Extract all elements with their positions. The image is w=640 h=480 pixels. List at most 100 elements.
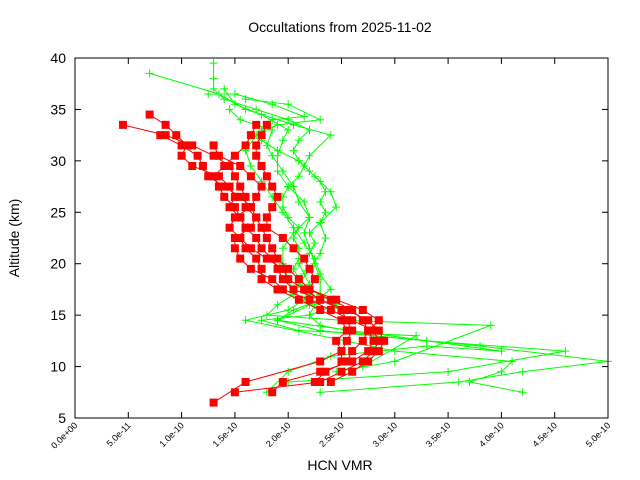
data-point-plus: [294, 136, 303, 145]
y-tick-label: 5: [58, 410, 66, 426]
data-point-plus: [278, 244, 287, 253]
data-point-square: [342, 306, 351, 314]
series-red-3: [209, 120, 389, 386]
series-green-7: [145, 69, 527, 397]
y-tick-label: 30: [50, 153, 66, 169]
data-point-square: [262, 172, 271, 181]
data-point-square: [230, 151, 239, 160]
data-point-plus: [305, 213, 314, 222]
data-point-square: [326, 378, 335, 386]
data-point-square: [182, 141, 191, 150]
data-point-square: [193, 151, 202, 160]
data-point-square: [230, 172, 239, 181]
data-point-square: [161, 131, 170, 140]
data-point-plus: [268, 100, 277, 109]
data-point-square: [246, 131, 255, 140]
data-point-plus: [294, 198, 303, 206]
data-point-square: [236, 192, 245, 201]
data-point-plus: [486, 321, 495, 330]
data-point-plus: [321, 234, 330, 242]
x-tick-label: 2.5e-10: [317, 420, 346, 449]
data-point-square: [342, 357, 351, 366]
data-point-plus: [284, 115, 293, 124]
data-point-square: [369, 326, 378, 335]
data-point-plus: [497, 367, 506, 376]
data-point-square: [262, 223, 271, 232]
data-point-square: [364, 326, 373, 335]
data-point-square: [316, 295, 325, 304]
data-point-square: [305, 295, 314, 304]
data-point-square: [278, 285, 287, 294]
data-point-square: [326, 295, 335, 304]
data-point-square: [241, 378, 250, 386]
data-point-plus: [289, 306, 298, 314]
data-point-square: [241, 141, 250, 150]
data-point-plus: [209, 59, 218, 68]
series-layer: [118, 59, 612, 407]
data-point-plus: [454, 378, 463, 386]
data-point-square: [348, 347, 357, 356]
data-point-square: [246, 223, 255, 232]
data-point-square: [342, 326, 351, 335]
data-point-square: [342, 316, 351, 325]
data-point-plus: [209, 74, 218, 83]
data-point-square: [332, 295, 341, 304]
data-point-square: [316, 367, 325, 376]
data-point-square: [188, 141, 197, 150]
y-tick-label: 40: [50, 50, 66, 66]
y-tick-label: 10: [50, 359, 66, 375]
data-point-plus: [561, 347, 570, 356]
data-point-square: [342, 336, 351, 345]
data-point-plus: [289, 182, 298, 191]
data-point-square: [225, 182, 234, 191]
data-point-square: [358, 306, 367, 314]
data-point-square: [294, 295, 303, 304]
data-point-square: [257, 223, 266, 232]
data-point-plus: [412, 331, 421, 340]
data-point-plus: [294, 326, 303, 335]
data-point-square: [374, 347, 383, 356]
data-point-square: [262, 213, 271, 222]
data-point-square: [220, 182, 229, 191]
x-tick-label: 3.5e-10: [424, 420, 453, 449]
data-point-square: [337, 347, 346, 356]
data-point-square: [241, 192, 250, 201]
data-point-square: [225, 223, 234, 232]
data-point-square: [225, 162, 234, 170]
data-point-square: [332, 336, 341, 345]
data-point-square: [118, 120, 127, 129]
data-point-square: [316, 306, 325, 314]
data-point-square: [358, 316, 367, 325]
data-point-plus: [465, 378, 474, 386]
data-point-square: [262, 234, 271, 242]
data-point-square: [337, 357, 346, 366]
data-point-square: [145, 110, 154, 119]
data-point-plus: [278, 167, 287, 176]
data-point-square: [220, 192, 229, 201]
data-point-plus: [257, 316, 266, 325]
data-point-square: [188, 162, 197, 170]
data-point-square: [316, 378, 325, 386]
data-point-square: [230, 388, 239, 397]
data-point-square: [337, 306, 346, 314]
data-point-square: [364, 357, 373, 366]
data-point-square: [257, 264, 266, 273]
data-point-square: [257, 275, 266, 284]
data-point-square: [374, 326, 383, 335]
series-red-4: [252, 120, 383, 386]
data-point-square: [337, 367, 346, 376]
data-point-plus: [310, 259, 319, 268]
data-point-plus: [225, 105, 234, 114]
series-line: [122, 124, 375, 393]
data-point-plus: [300, 112, 309, 121]
data-point-plus: [273, 300, 282, 309]
data-point-square: [348, 357, 357, 366]
data-point-square: [156, 131, 165, 140]
x-tick-label: 4.0e-10: [477, 420, 506, 449]
data-point-square: [257, 131, 266, 140]
data-point-square: [246, 264, 255, 273]
x-axis-label: HCN VMR: [307, 457, 372, 473]
data-point-square: [257, 182, 266, 191]
chart-title: Occultations from 2025-11-02: [248, 19, 432, 35]
data-point-square: [374, 336, 383, 345]
